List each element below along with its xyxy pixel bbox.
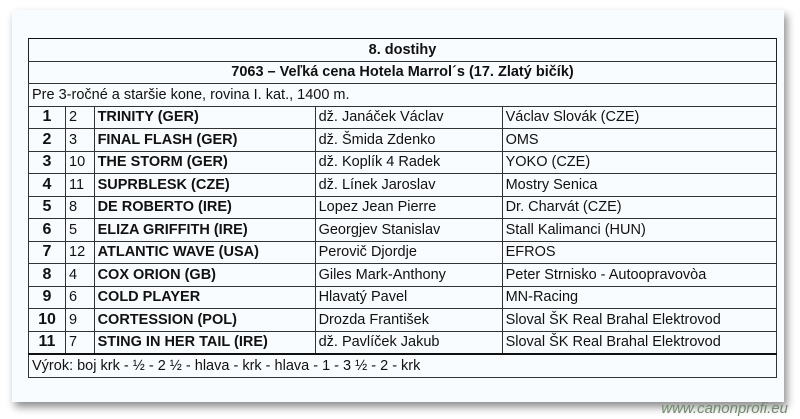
race-results-table: 8. dostihy 7063 – Veľká cena Hotela Marr… (28, 38, 778, 378)
jockey-cell: Drozda František (314, 308, 503, 332)
race-header: 8. dostihy (28, 38, 777, 62)
document-sheet: 8. dostihy 7063 – Veľká cena Hotela Marr… (12, 10, 784, 402)
horse-cell: THE STORM (GER) (93, 150, 316, 174)
horse-cell: TRINITY (GER) (93, 105, 316, 129)
place-cell: 9 (28, 285, 66, 309)
table-row: 4 11 SUPRBLESK (CZE) dž. Línek Jaroslav Most… (28, 173, 778, 197)
jockey-cell: Lopez Jean Pierre (314, 195, 503, 219)
number-cell: 6 (65, 285, 95, 309)
number-cell: 9 (65, 308, 95, 332)
table-row: 7 12 ATLANTIC WAVE (USA) Perovič Djordje EFR… (28, 240, 778, 264)
place-cell: 2 (28, 128, 66, 152)
horse-cell: STING IN HER TAIL (IRE) (93, 330, 316, 355)
table-row: 3 10 THE STORM (GER) dž. Koplík 4 Radek YOKO… (28, 150, 778, 174)
jockey-cell: dž. Janáček Václav (314, 105, 503, 129)
table-row: 5 8 DE ROBERTO (IRE) Lopez Jean Pierre Dr. C… (28, 195, 778, 219)
number-cell: 10 (65, 150, 95, 174)
table-row: 11 7 STING IN HER TAIL (IRE) dž. Pavlíček J… (28, 330, 778, 355)
table-row: 8 4 COX ORION (GB) Giles Mark-Anthony Peter … (28, 263, 778, 287)
place-cell: 3 (28, 150, 66, 174)
place-cell: 6 (28, 218, 66, 242)
number-cell: 5 (65, 218, 95, 242)
jockey-cell: dž. Línek Jaroslav (314, 173, 503, 197)
place-cell: 10 (28, 308, 66, 332)
jockey-cell: dž. Pavlíček Jakub (314, 330, 503, 355)
race-header-row: 8. dostihy (28, 38, 777, 62)
horse-cell: COLD PLAYER (93, 285, 316, 309)
number-cell: 12 (65, 240, 95, 264)
owner-cell: Václav Slovák (CZE) (501, 105, 778, 129)
number-cell: 3 (65, 128, 95, 152)
number-cell: 11 (65, 173, 95, 197)
jockey-cell: Perovič Djordje (314, 240, 503, 264)
horse-cell: ATLANTIC WAVE (USA) (93, 240, 316, 264)
number-cell: 7 (65, 330, 95, 355)
horse-cell: CORTESSION (POL) (93, 308, 316, 332)
owner-cell: Dr. Charvát (CZE) (501, 195, 778, 219)
owner-cell: Stall Kalimanci (HUN) (501, 218, 778, 242)
owner-cell: EFROS (501, 240, 778, 264)
table-row: 9 6 COLD PLAYER Hlavatý Pavel MN-Racing (28, 285, 778, 309)
owner-cell: Peter Strnisko - Autoopravovòa (501, 263, 778, 287)
horse-cell: FINAL FLASH (GER) (93, 128, 316, 152)
table-row: 1 2 TRINITY (GER) dž. Janáček Václav Václav … (28, 105, 778, 129)
place-cell: 4 (28, 173, 66, 197)
place-cell: 8 (28, 263, 66, 287)
table-row: 2 3 FINAL FLASH (GER) dž. Šmida Zdenko OMS (28, 128, 778, 152)
verdict-row: Výrok: boj krk - ½ - 2 ½ - hlava - krk -… (28, 353, 777, 378)
horse-cell: COX ORION (GB) (93, 263, 316, 287)
owner-cell: OMS (501, 128, 778, 152)
owner-cell: Sloval ŠK Real Brahal Elektrovod (501, 330, 778, 355)
number-cell: 8 (65, 195, 95, 219)
owner-cell: MN-Racing (501, 285, 778, 309)
horse-cell: ELIZA GRIFFITH (IRE) (93, 218, 316, 242)
owner-cell: Mostry Senica (501, 173, 778, 197)
horse-cell: DE ROBERTO (IRE) (93, 195, 316, 219)
place-cell: 5 (28, 195, 66, 219)
owner-cell: YOKO (CZE) (501, 150, 778, 174)
jockey-cell: Hlavatý Pavel (314, 285, 503, 309)
verdict: Výrok: boj krk - ½ - 2 ½ - hlava - krk -… (28, 353, 777, 378)
number-cell: 2 (65, 105, 95, 129)
race-title-row: 7063 – Veľká cena Hotela Marrol´s (17. Z… (28, 60, 777, 84)
number-cell: 4 (65, 263, 95, 287)
place-cell: 1 (28, 105, 66, 129)
race-conditions: Pre 3-ročné a staršie kone, rovina I. ka… (28, 83, 777, 107)
table-row: 10 9 CORTESSION (POL) Drozda František Slova… (28, 308, 778, 332)
table-row: 6 5 ELIZA GRIFFITH (IRE) Georgjev Stanislav… (28, 218, 778, 242)
watermark: www.canonprofi.eu (661, 400, 788, 417)
place-cell: 7 (28, 240, 66, 264)
jockey-cell: Georgjev Stanislav (314, 218, 503, 242)
race-conditions-row: Pre 3-ročné a staršie kone, rovina I. ka… (28, 83, 777, 107)
place-cell: 11 (28, 330, 66, 355)
horse-cell: SUPRBLESK (CZE) (93, 173, 316, 197)
jockey-cell: dž. Koplík 4 Radek (314, 150, 503, 174)
jockey-cell: dž. Šmida Zdenko (314, 128, 503, 152)
jockey-cell: Giles Mark-Anthony (314, 263, 503, 287)
race-title: 7063 – Veľká cena Hotela Marrol´s (17. Z… (28, 60, 777, 84)
owner-cell: Sloval ŠK Real Brahal Elektrovod (501, 308, 778, 332)
